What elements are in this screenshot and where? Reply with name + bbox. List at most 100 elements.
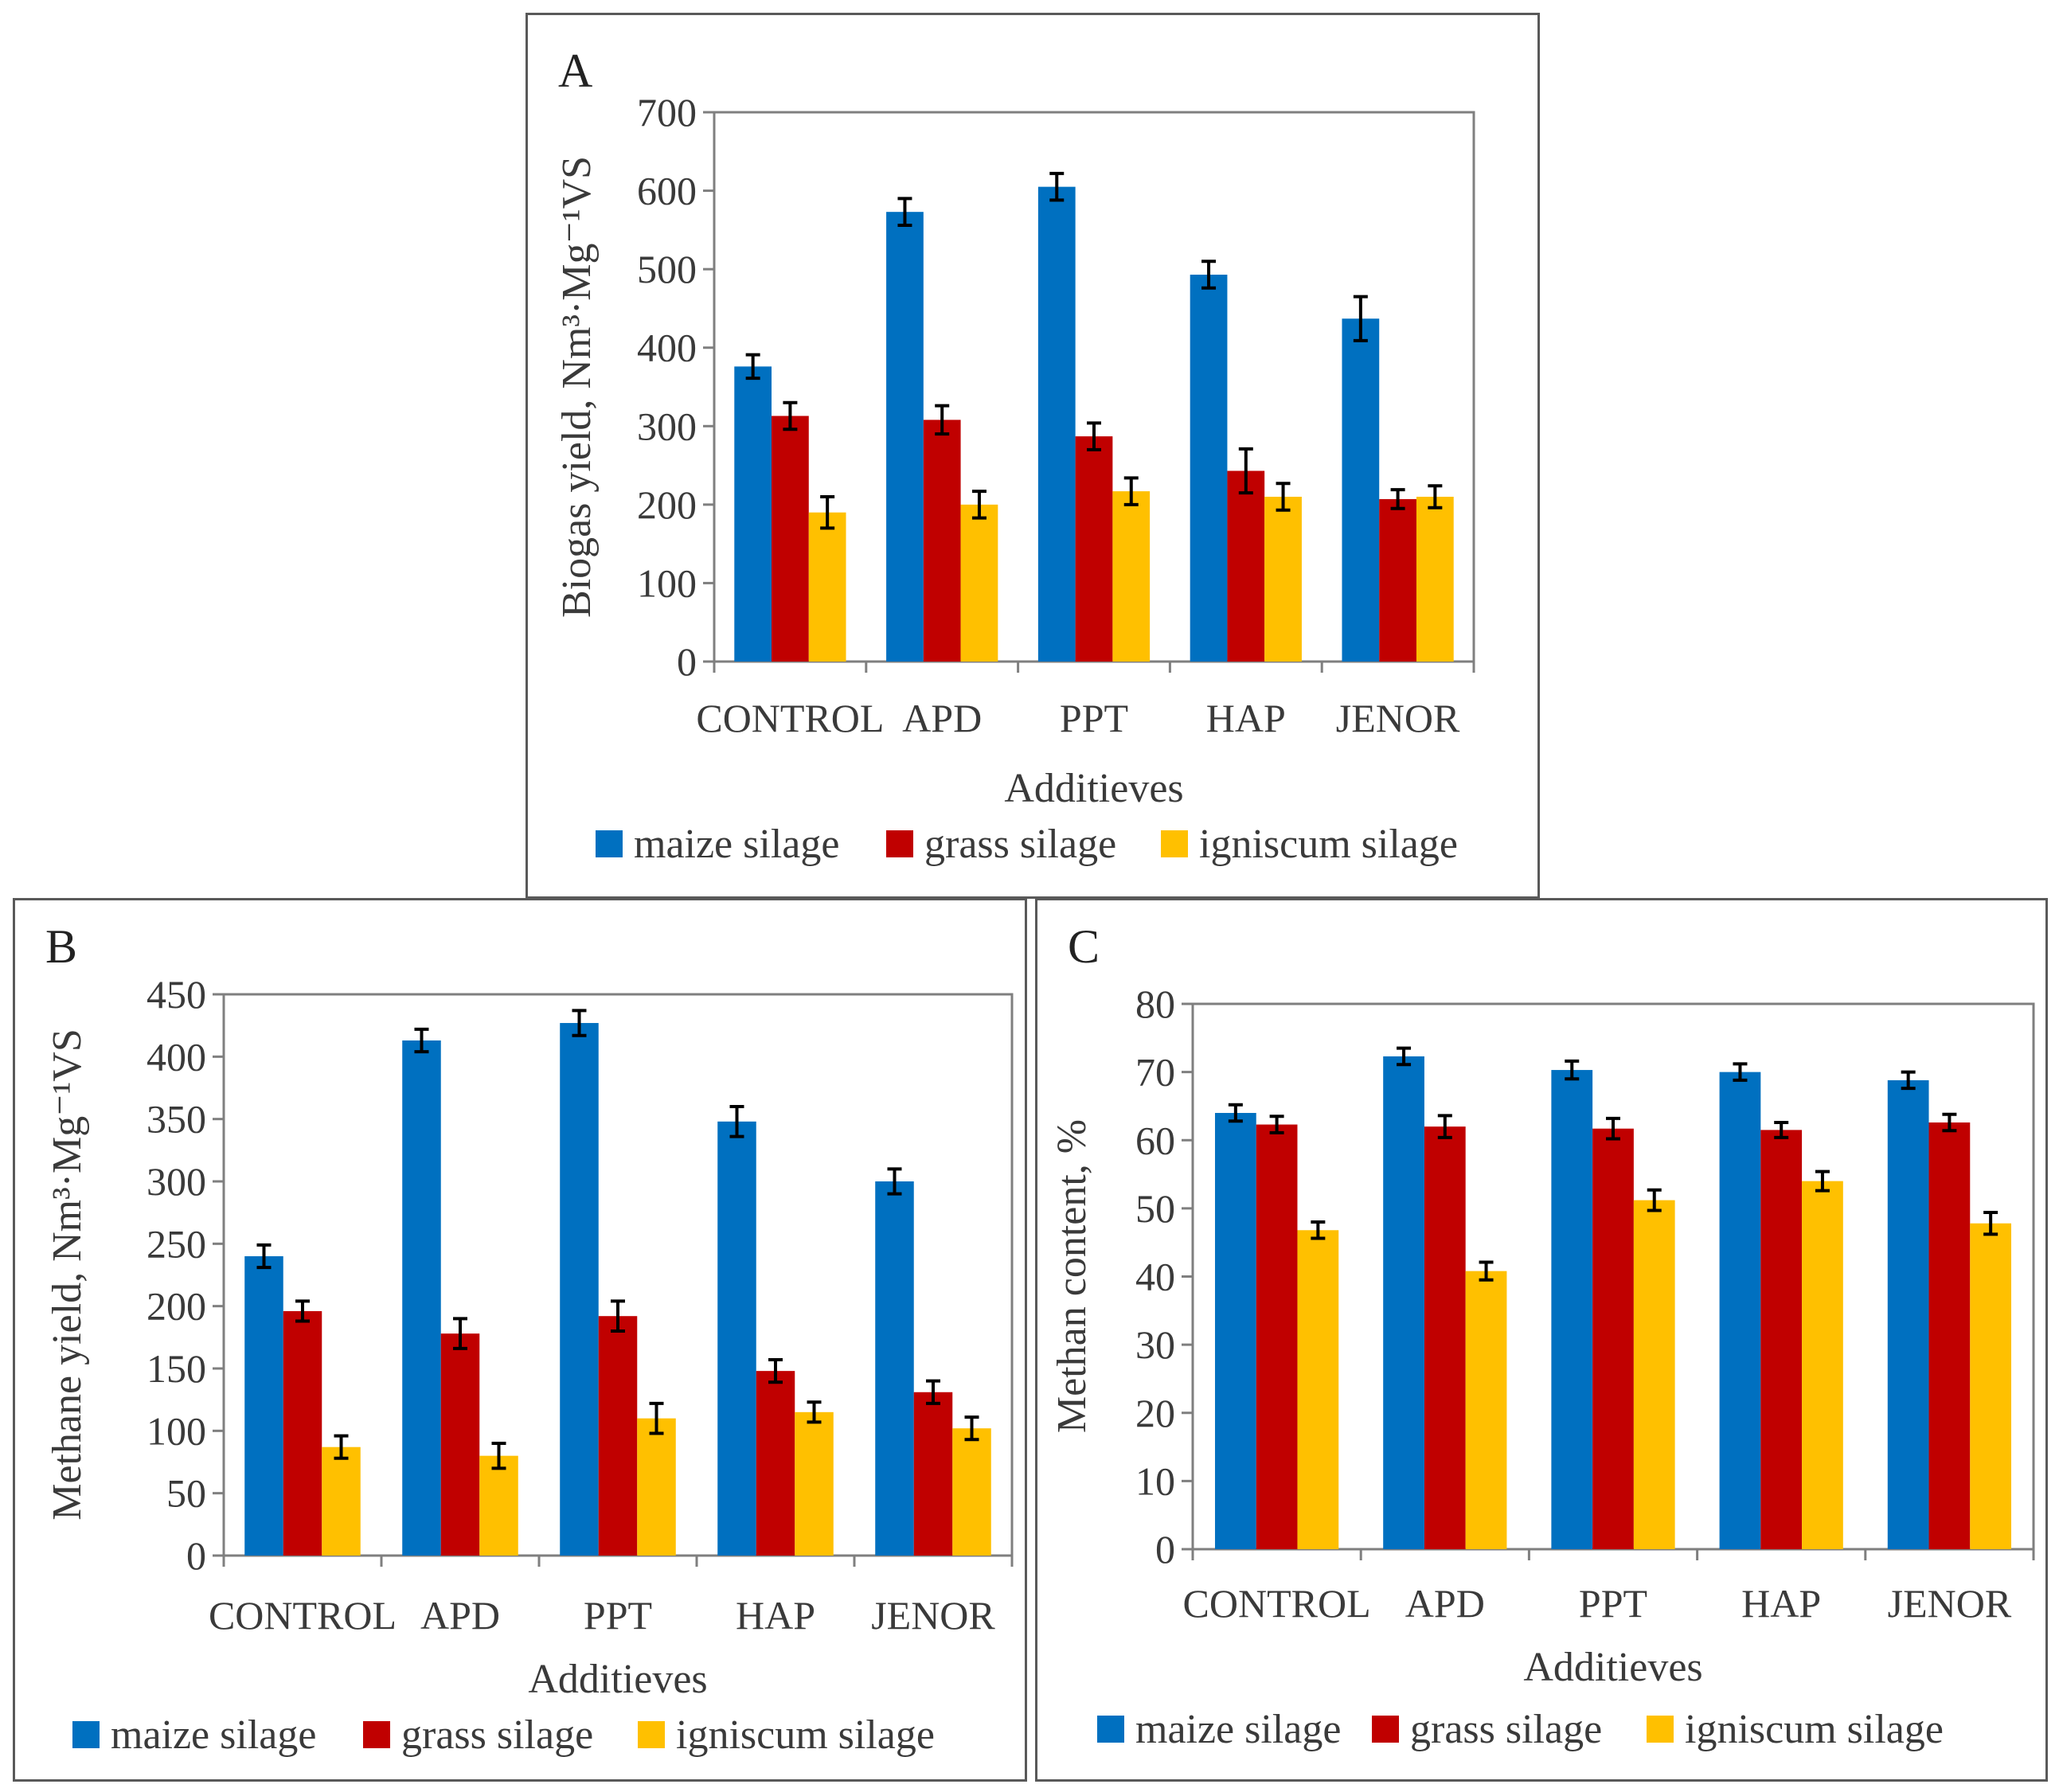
- bar-b-grass-hap: [756, 1371, 795, 1556]
- bar-a-igniscum-hap: [1264, 497, 1302, 662]
- bar-c-grass-apd: [1424, 1126, 1466, 1549]
- bar-a-grass-jenor: [1379, 498, 1416, 662]
- y-tick-label-a: 500: [637, 247, 697, 291]
- y-tick-label-a: 0: [677, 639, 697, 684]
- bar-a-maize-hap: [1190, 275, 1228, 662]
- bar-a-maize-jenor: [1342, 318, 1380, 662]
- y-tick-label-b: 150: [147, 1346, 206, 1391]
- panel-letter-b: B: [45, 920, 77, 973]
- bar-a-maize-apd: [886, 212, 924, 662]
- y-tick-label-c: 50: [1135, 1186, 1175, 1231]
- chart-b-svg: B 0 50 100 150 200 250 300 350 400 450 CONTROL APD PP…: [45, 920, 1014, 1758]
- y-tick-label-b: 450: [147, 972, 206, 1017]
- bar-b-grass-jenor: [913, 1392, 953, 1556]
- x-category-label-c: CONTROL: [1183, 1581, 1371, 1626]
- bar-b-maize-jenor: [875, 1181, 914, 1556]
- bar-b-maize-apd: [402, 1040, 441, 1556]
- y-axis-title-b: Methane yield, Nm³·Mg⁻¹VS: [45, 1029, 90, 1521]
- bar-a-igniscum-ppt: [1112, 491, 1151, 662]
- y-tick-label-b: 350: [147, 1097, 206, 1142]
- legend-label-a-grass: grass silage: [924, 822, 1116, 867]
- y-tick-label-a: 600: [637, 169, 697, 213]
- y-axis-title-c: Methan content, %: [1049, 1119, 1095, 1433]
- bar-a-grass-apd: [923, 420, 961, 662]
- y-tick-label-a: 100: [637, 560, 697, 605]
- legend-label-a-igniscum: igniscum silage: [1199, 822, 1458, 867]
- legend-label-c-igniscum: igniscum silage: [1685, 1707, 1944, 1752]
- bar-b-maize-hap: [717, 1121, 756, 1556]
- legend-swatch-a-maize: [596, 830, 623, 857]
- x-category-label-a: HAP: [1206, 696, 1286, 740]
- bar-a-grass-control: [772, 416, 809, 662]
- bar-b-igniscum-jenor: [952, 1428, 991, 1556]
- y-tick-label-b: 0: [186, 1533, 206, 1578]
- panel-c-methan-content-chart: C 0 10 20 30 40 50 60 70 80 CONTROL APD PPT HAP JENOR A…: [1035, 898, 2048, 1782]
- bar-c-igniscum-control: [1297, 1230, 1339, 1549]
- y-tick-label-a: 400: [637, 326, 697, 370]
- legend-label-c-maize: maize silage: [1135, 1707, 1341, 1752]
- legend-swatch-c-grass: [1372, 1716, 1399, 1743]
- y-tick-label-b: 50: [166, 1471, 206, 1516]
- y-tick-label-b: 300: [147, 1159, 206, 1204]
- legend-swatch-b-maize: [72, 1721, 100, 1748]
- bar-b-maize-ppt: [560, 1023, 599, 1556]
- panel-letter-a: A: [558, 45, 592, 97]
- bar-b-grass-control: [283, 1310, 322, 1556]
- legend-swatch-c-igniscum: [1647, 1716, 1674, 1743]
- bar-c-grass-hap: [1760, 1130, 1803, 1549]
- legend-swatch-b-grass: [363, 1721, 390, 1748]
- bar-b-grass-ppt: [598, 1316, 638, 1556]
- y-tick-label-a: 700: [637, 90, 697, 135]
- bar-c-maize-ppt: [1551, 1070, 1593, 1549]
- bar-b-igniscum-control: [322, 1446, 361, 1556]
- bar-c-igniscum-apd: [1465, 1271, 1507, 1549]
- bar-b-maize-control: [244, 1256, 283, 1556]
- chart-c-svg: C 0 10 20 30 40 50 60 70 80 CONTROL APD PPT HAP JENOR A…: [1049, 920, 2035, 1752]
- bar-c-maize-jenor: [1887, 1079, 1929, 1549]
- bar-c-maize-apd: [1383, 1056, 1424, 1549]
- legend-label-b-igniscum: igniscum silage: [676, 1712, 935, 1758]
- bar-c-grass-control: [1256, 1124, 1298, 1549]
- bar-a-grass-ppt: [1075, 436, 1113, 662]
- y-tick-label-c: 70: [1135, 1050, 1175, 1095]
- x-category-label-c: PPT: [1579, 1581, 1647, 1626]
- x-category-label-a: APD: [902, 696, 982, 740]
- x-axis-title-b: Additieves: [528, 1657, 707, 1702]
- bar-a-igniscum-jenor: [1416, 497, 1454, 662]
- panel-a-biogas-chart: A 0 100 200 300 400 500 600 700 CONTROL APD PPT HAP J…: [525, 13, 1540, 899]
- y-tick-label-c: 0: [1155, 1527, 1175, 1571]
- x-category-label-a: JENOR: [1336, 696, 1460, 740]
- bar-a-grass-hap: [1227, 470, 1265, 662]
- x-category-label-b: CONTROL: [209, 1593, 397, 1638]
- y-tick-label-b: 100: [147, 1408, 206, 1453]
- x-category-label-b: HAP: [736, 1593, 815, 1638]
- y-tick-label-c: 20: [1135, 1391, 1175, 1435]
- chart-a-svg: A 0 100 200 300 400 500 600 700 CONTROL APD PPT HAP J…: [554, 45, 1475, 867]
- x-category-label-b: APD: [420, 1593, 500, 1638]
- legend-label-c-grass: grass silage: [1410, 1707, 1602, 1752]
- y-tick-label-b: 200: [147, 1284, 206, 1329]
- legend-label-b-grass: grass silage: [401, 1712, 593, 1758]
- bar-b-igniscum-hap: [795, 1411, 834, 1556]
- bar-c-maize-hap: [1719, 1072, 1761, 1549]
- x-axis-title-a: Additieves: [1004, 766, 1183, 811]
- legend-swatch-c-maize: [1097, 1716, 1124, 1743]
- y-tick-label-b: 250: [147, 1221, 206, 1266]
- bar-a-maize-control: [734, 366, 772, 662]
- bar-c-igniscum-ppt: [1633, 1200, 1675, 1549]
- y-tick-label-c: 40: [1135, 1255, 1175, 1299]
- x-category-label-b: PPT: [584, 1593, 652, 1638]
- bar-c-grass-ppt: [1592, 1128, 1634, 1549]
- legend-swatch-a-igniscum: [1161, 830, 1188, 857]
- y-tick-label-c: 30: [1135, 1322, 1175, 1367]
- bar-b-igniscum-ppt: [637, 1418, 676, 1556]
- x-category-label-c: JENOR: [1888, 1581, 2012, 1626]
- bar-c-igniscum-hap: [1802, 1181, 1843, 1549]
- y-tick-label-c: 10: [1135, 1458, 1175, 1503]
- x-category-label-b: JENOR: [871, 1593, 995, 1638]
- bar-a-igniscum-apd: [960, 504, 998, 662]
- y-axis-title-a: Biogas yield, Nm³·Mg⁻¹VS: [554, 156, 600, 618]
- legend-swatch-b-igniscum: [638, 1721, 665, 1748]
- bar-c-igniscum-jenor: [1970, 1223, 2012, 1549]
- y-tick-label-c: 60: [1135, 1118, 1175, 1162]
